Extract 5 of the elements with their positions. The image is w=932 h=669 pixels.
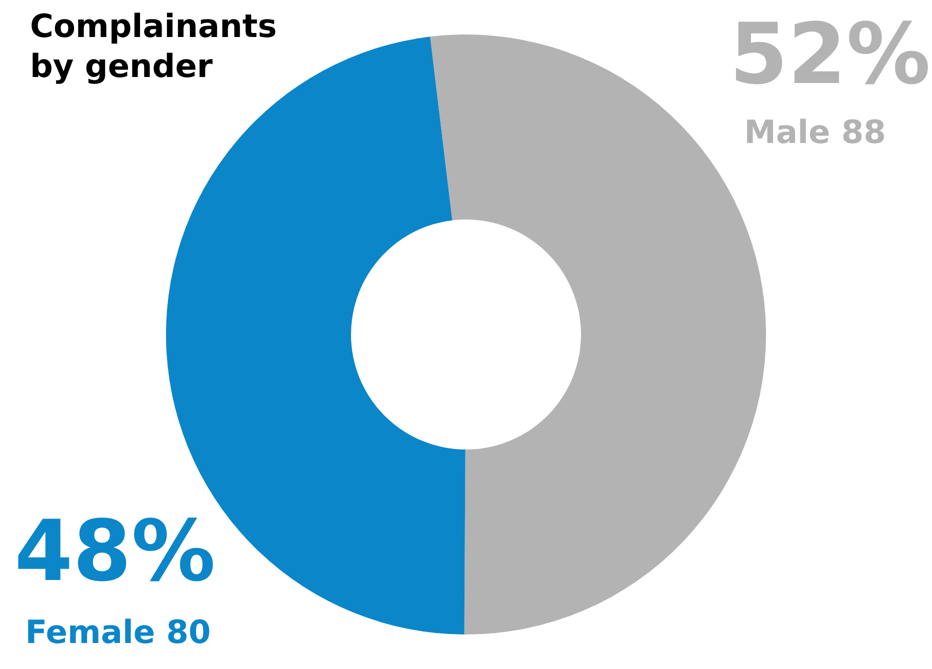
chart-title: Complainants by gender — [30, 7, 277, 85]
slice-label: Female 80 — [25, 613, 211, 651]
slice-label: Male 88 — [744, 113, 886, 151]
data-label: 48% — [14, 502, 216, 600]
data-label: 52% — [729, 5, 931, 103]
